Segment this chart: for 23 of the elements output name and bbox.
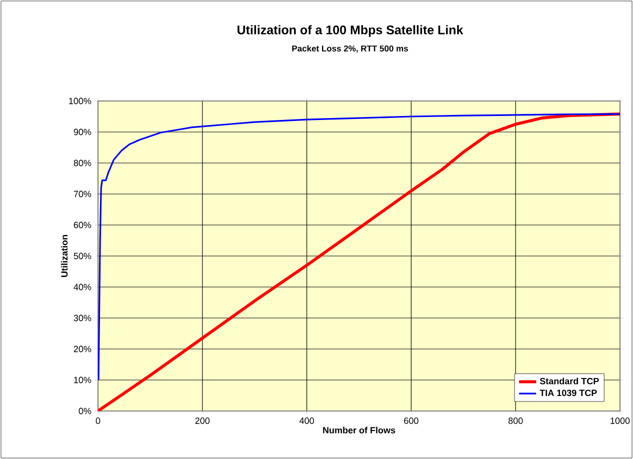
- y-tick-label: 0%: [78, 408, 92, 414]
- y-tick-label: 70%: [74, 190, 92, 198]
- x-tick-label: 400: [299, 418, 314, 424]
- y-tick-label: 20%: [74, 346, 92, 352]
- y-tick-label: 40%: [74, 284, 92, 290]
- x-tick-label: 0: [96, 418, 100, 424]
- x-axis-title: Number of Flows: [323, 426, 396, 434]
- y-tick-label: 90%: [74, 128, 92, 136]
- y-axis-title: Utilization: [60, 235, 68, 277]
- x-tick-label: 600: [404, 418, 418, 424]
- x-tick-label: 1000: [610, 418, 630, 424]
- x-tick-label: 200: [195, 418, 210, 424]
- y-tick-label: 50%: [74, 252, 92, 260]
- y-tick-label: 60%: [74, 222, 92, 228]
- y-tick-label: 100%: [69, 98, 92, 104]
- legend-label: Standard TCP: [540, 378, 599, 384]
- chart-title: Utilization of a 100 Mbps Satellite Link: [238, 25, 464, 37]
- y-tick-label: 80%: [74, 160, 92, 166]
- chart-subtitle: Packet Loss 2%, RTT 500 ms: [292, 45, 408, 53]
- y-tick-label: 30%: [74, 314, 92, 322]
- y-tick-label: 10%: [74, 376, 92, 384]
- x-tick-label: 800: [508, 418, 523, 424]
- legend-label: TIA 1039 TCP: [540, 390, 597, 396]
